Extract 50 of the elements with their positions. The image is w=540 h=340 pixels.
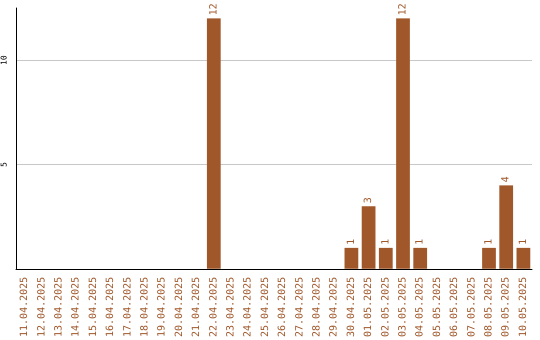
x-tick-label: 18.04.2025	[140, 276, 150, 338]
x-tick-label: 01.05.2025	[363, 276, 374, 338]
x-tick-label: 28.04.2025	[312, 276, 322, 338]
x-tick-label: 06.05.2025	[449, 276, 460, 338]
data-label: 12	[398, 3, 408, 16]
bar	[378, 248, 393, 269]
bar	[499, 185, 514, 269]
data-label: 12	[208, 3, 220, 16]
x-tick-label: 23.04.2025	[226, 276, 236, 338]
x-tick-label: 09.05.2025	[500, 276, 512, 338]
x-tick-label: 22.04.2025	[208, 276, 220, 338]
x-tick-label: 10.05.2025	[518, 276, 529, 338]
y-tick-label: 5	[0, 162, 8, 167]
x-tick-label: 04.05.2025	[414, 276, 426, 338]
data-label: 4	[500, 176, 512, 182]
bar	[413, 248, 428, 269]
x-tick-label: 08.05.2025	[484, 276, 494, 338]
data-label: 1	[484, 238, 494, 245]
x-tick-label: 21.04.2025	[191, 276, 202, 338]
x-tick-label: 11.04.2025	[19, 276, 30, 338]
x-tick-label: 25.04.2025	[260, 276, 271, 338]
x-tick-label: 29.04.2025	[328, 276, 340, 338]
x-tick-label: 27.04.2025	[294, 276, 306, 338]
x-tick-label: 20.04.2025	[174, 276, 185, 338]
x-tick-label: 13.04.2025	[54, 276, 64, 338]
bar	[396, 18, 410, 269]
x-tick-label: 17.04.2025	[122, 276, 134, 338]
y-tick-label: 10	[0, 55, 8, 65]
x-tick-label: 07.05.2025	[466, 276, 478, 338]
x-tick-label: 03.05.2025	[398, 276, 408, 338]
data-label: 1	[414, 238, 426, 245]
x-tick-label: 30.04.2025	[346, 276, 357, 338]
x-tick-label: 16.04.2025	[105, 276, 116, 338]
x-tick-label: 24.04.2025	[242, 276, 254, 338]
bar	[362, 206, 376, 269]
x-tick-label: 05.05.2025	[432, 276, 443, 338]
data-label: 1	[380, 238, 392, 245]
data-label: 3	[363, 197, 374, 204]
bar	[482, 248, 496, 269]
bar	[206, 18, 221, 269]
data-label: 1	[346, 238, 357, 245]
x-tick-label: 26.04.2025	[277, 276, 288, 338]
x-tick-label: 14.04.2025	[70, 276, 82, 338]
bar	[344, 248, 358, 269]
x-tick-label: 12.04.2025	[36, 276, 48, 338]
x-tick-label: 02.05.2025	[380, 276, 392, 338]
x-tick-label: 15.04.2025	[88, 276, 99, 338]
x-tick-label: 19.04.2025	[156, 276, 168, 338]
data-label: 1	[518, 238, 529, 245]
bar	[516, 248, 530, 269]
